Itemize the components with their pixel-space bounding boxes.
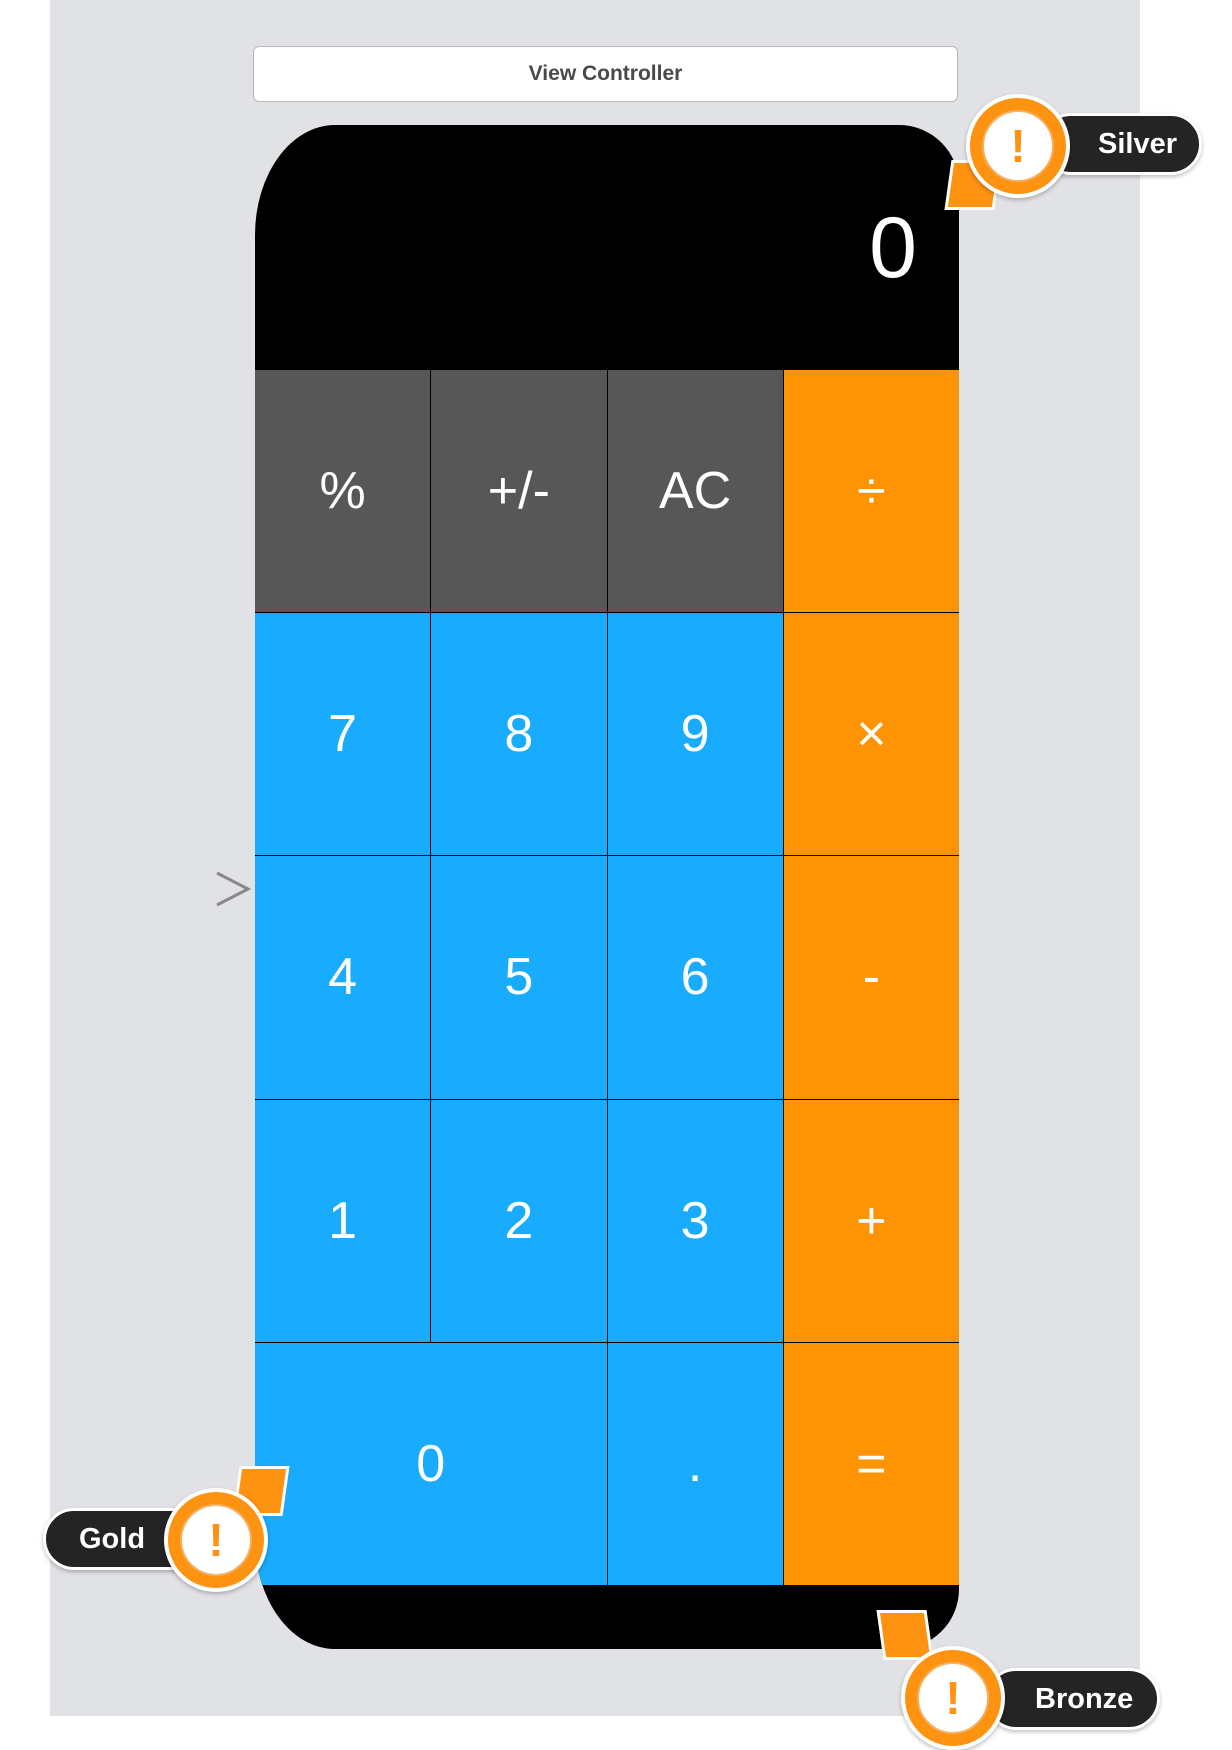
key-0-button[interactable]: 0 <box>255 1342 607 1585</box>
warning-exclamation-icon: ! <box>917 1662 989 1734</box>
warning-exclamation-icon: ! <box>180 1504 252 1576</box>
key-ac-button[interactable]: AC <box>607 370 783 613</box>
key-2-button[interactable]: 2 <box>431 1099 607 1342</box>
key-1-button[interactable]: 1 <box>255 1099 431 1342</box>
key-8-button[interactable]: 8 <box>431 613 607 856</box>
key-decimal-button[interactable]: . <box>607 1342 783 1585</box>
warning-exclamation-icon: ! <box>982 110 1054 182</box>
entry-arrow-icon[interactable] <box>67 872 252 906</box>
key-6-button[interactable]: 6 <box>607 856 783 1099</box>
badge-pointer <box>876 1610 934 1660</box>
scene-title-bar[interactable]: View Controller <box>253 46 958 102</box>
key-7-button[interactable]: 7 <box>255 613 431 856</box>
key-plus-button[interactable]: + <box>783 1099 959 1342</box>
key-percent-button[interactable]: % <box>255 370 431 613</box>
key-9-button[interactable]: 9 <box>607 613 783 856</box>
badge-bronze-label[interactable]: Bronze <box>985 1668 1160 1730</box>
keypad: % +/- AC ÷ 7 8 9 × 4 5 6- 1 2 3 +0. = <box>255 370 959 1585</box>
key-multiply-button[interactable]: × <box>783 613 959 856</box>
key-equals-button[interactable]: = <box>783 1342 959 1585</box>
key-negate-button[interactable]: +/- <box>431 370 607 613</box>
badge-silver[interactable]: ! <box>966 94 1070 198</box>
badge-bronze[interactable]: ! <box>901 1646 1005 1750</box>
display-label: 0 <box>869 200 917 296</box>
badge-gold[interactable]: ! <box>164 1488 268 1592</box>
scene-title: View Controller <box>528 62 683 85</box>
calculator-view: 0 % +/- AC ÷ 7 8 9 × 4 5 6- 1 2 3 +0. = <box>255 125 959 1649</box>
key-5-button[interactable]: 5 <box>431 856 607 1099</box>
key-divide-button[interactable]: ÷ <box>783 370 959 613</box>
key-4-button[interactable]: 4 <box>255 856 431 1099</box>
key-minus-button[interactable]: - <box>783 856 959 1099</box>
key-3-button[interactable]: 3 <box>607 1099 783 1342</box>
